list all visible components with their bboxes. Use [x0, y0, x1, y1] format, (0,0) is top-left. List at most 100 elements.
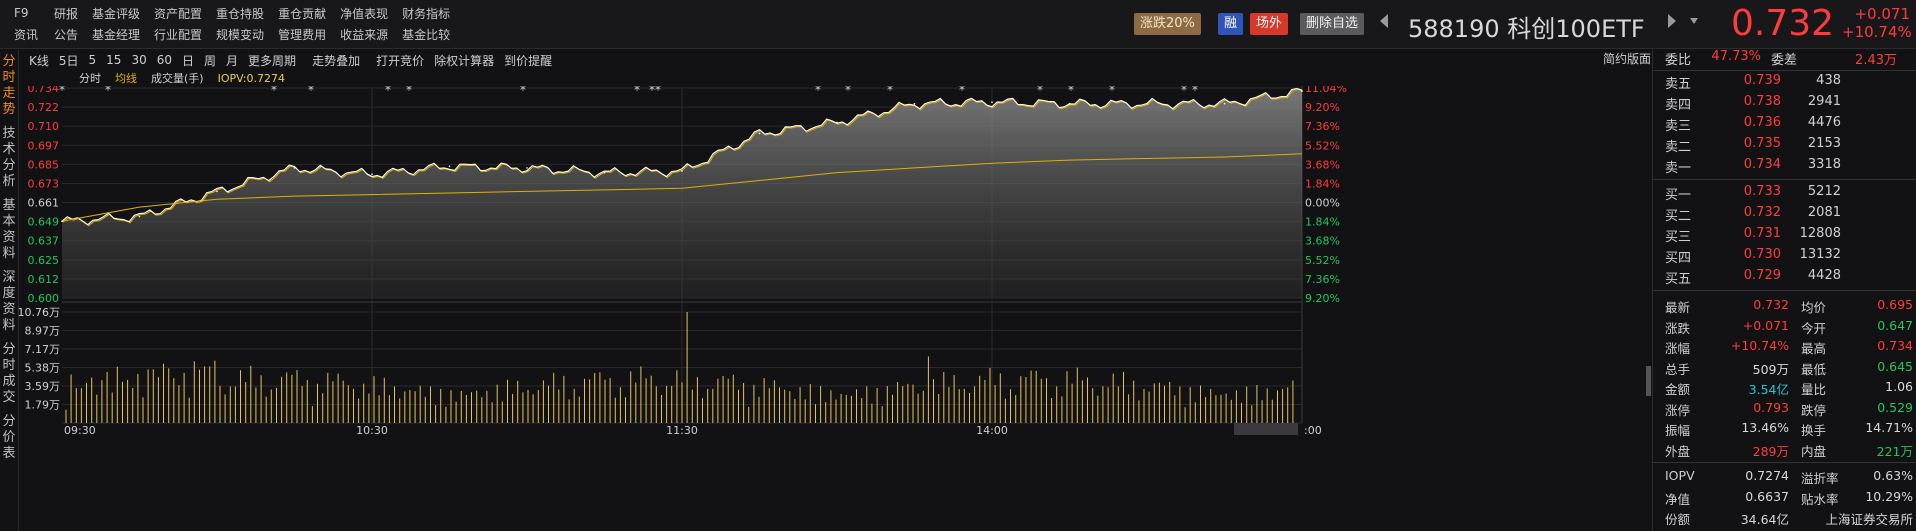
- nav-item-row1-7[interactable]: 财务指标: [402, 6, 451, 21]
- event-star-icon[interactable]: *: [520, 86, 526, 97]
- toolbar-item-3[interactable]: 15: [106, 53, 122, 67]
- nav-item-row2-2[interactable]: 基金经理: [92, 27, 141, 42]
- toolbar-item-6[interactable]: 日: [182, 53, 195, 68]
- time-scroll-thumb[interactable]: [1234, 423, 1298, 435]
- price-point: [913, 102, 916, 105]
- margin-badge[interactable]: 融: [1218, 13, 1244, 35]
- nav-item-row2-0[interactable]: 资讯: [14, 27, 39, 42]
- nav-item-row2-1[interactable]: 公告: [54, 27, 79, 42]
- offsite-badge[interactable]: 场外: [1250, 13, 1289, 35]
- event-star-icon[interactable]: *: [649, 86, 655, 97]
- bid-row: 买三 0.731 12808: [1661, 226, 1913, 247]
- price-tick-label: 0.637: [28, 235, 60, 248]
- nav-item-row1-0[interactable]: F9: [14, 6, 29, 20]
- toolbar-item-13[interactable]: 到价提醒: [504, 53, 553, 68]
- time-tick-label: 11:30: [666, 424, 698, 437]
- bid-price[interactable]: 0.732: [1743, 205, 1781, 220]
- nav-item-row1-3[interactable]: 资产配置: [154, 6, 203, 21]
- bid-price[interactable]: 0.730: [1743, 247, 1781, 262]
- volume-tick-label: 3.59万: [25, 380, 61, 393]
- nav-item-row2-3[interactable]: 行业配置: [154, 27, 203, 42]
- toolbar-item-11[interactable]: 打开竞价: [376, 53, 425, 68]
- bid-price[interactable]: 0.731: [1743, 226, 1781, 241]
- nav-item-row1-5[interactable]: 重仓贡献: [278, 6, 327, 21]
- toolbar-item-0[interactable]: K线: [29, 53, 49, 68]
- event-star-icon[interactable]: *: [59, 86, 65, 97]
- toolbar-item-7[interactable]: 周: [204, 53, 217, 68]
- toolbar-item-9[interactable]: 更多周期: [248, 53, 297, 68]
- bid-price[interactable]: 0.733: [1743, 184, 1781, 199]
- nav-row-2: 资讯 公告 基金经理 行业配置 规模变动 管理费用 收益来源 基金比较: [14, 24, 464, 44]
- left-tab-1[interactable]: 技术分析: [0, 126, 18, 190]
- left-tab-char: 技: [2, 126, 16, 141]
- left-tab-5[interactable]: 分价表: [0, 414, 18, 462]
- toolbar-item-5[interactable]: 60: [156, 53, 172, 67]
- bid-row: 买四 0.730 13132: [1661, 247, 1913, 268]
- left-tab-2[interactable]: 基本资料: [0, 198, 18, 262]
- event-star-icon[interactable]: *: [845, 86, 851, 97]
- event-star-icon[interactable]: *: [406, 86, 412, 97]
- event-star-icon[interactable]: *: [308, 86, 314, 97]
- panel-toggle-handle[interactable]: [1646, 366, 1651, 396]
- event-star-icon[interactable]: *: [1181, 86, 1187, 97]
- nav-item-row1-4[interactable]: 重仓持股: [216, 6, 265, 21]
- bid-row: 买二 0.732 2081: [1661, 205, 1913, 226]
- nav-item-row1-2[interactable]: 基金评级: [92, 6, 141, 21]
- ask-price[interactable]: 0.735: [1743, 136, 1781, 151]
- ask-row: 卖四 0.738 2941: [1661, 94, 1913, 115]
- left-tab-4[interactable]: 分时成交: [0, 342, 18, 406]
- nav-item-row2-5[interactable]: 管理费用: [278, 27, 327, 42]
- bid-label: 买一: [1665, 188, 1692, 203]
- event-star-icon[interactable]: *: [1068, 86, 1074, 97]
- event-star-icon[interactable]: *: [815, 86, 821, 97]
- limit-badge[interactable]: 涨跌20%: [1134, 13, 1201, 35]
- event-star-icon[interactable]: *: [385, 86, 391, 97]
- quote-value: 0.793: [1753, 399, 1789, 415]
- event-star-icon[interactable]: *: [655, 86, 661, 97]
- nav-item-row1-6[interactable]: 净值表现: [340, 6, 389, 21]
- prev-stock-icon[interactable]: [1380, 14, 1388, 28]
- price-point: [836, 121, 838, 124]
- event-star-icon[interactable]: *: [1109, 86, 1115, 97]
- weicha-value: 2.43万: [1855, 53, 1897, 68]
- quote-label: 量比: [1801, 382, 1827, 397]
- ask-price[interactable]: 0.739: [1743, 73, 1781, 88]
- quote-label: 总手: [1665, 361, 1691, 377]
- compact-layout-button[interactable]: 简约版面: [1602, 52, 1651, 66]
- quote-value: 289万: [1752, 443, 1789, 459]
- event-star-icon[interactable]: *: [271, 86, 277, 97]
- dropdown-icon[interactable]: [1690, 18, 1698, 24]
- event-star-icon[interactable]: *: [1037, 86, 1043, 97]
- nav-item-row2-6[interactable]: 收益来源: [340, 27, 389, 42]
- toolbar-item-12[interactable]: 除权计算器: [434, 53, 495, 68]
- toolbar-item-4[interactable]: 30: [131, 53, 147, 67]
- nav-item-row2-7[interactable]: 基金比较: [402, 27, 451, 42]
- event-star-icon[interactable]: *: [887, 86, 893, 97]
- quote-label: 最低: [1801, 361, 1827, 377]
- event-star-icon[interactable]: *: [1192, 86, 1198, 97]
- toolbar-item-2[interactable]: 5: [88, 53, 97, 67]
- event-star-icon[interactable]: *: [105, 86, 111, 97]
- remove-watchlist-button[interactable]: 删除自选: [1300, 13, 1365, 35]
- toolbar-item-8[interactable]: 月: [226, 53, 239, 68]
- price-tick-label: 0.685: [28, 158, 60, 171]
- left-tab-char: 交: [2, 390, 16, 405]
- nav-item-row1-1[interactable]: 研报: [54, 6, 79, 21]
- ask-row: 卖三 0.736 4476: [1661, 115, 1913, 136]
- left-tab-3[interactable]: 深度资料: [0, 270, 18, 334]
- weicha-label: 委差: [1771, 53, 1798, 68]
- event-star-icon[interactable]: *: [959, 86, 965, 97]
- next-stock-icon[interactable]: [1668, 14, 1676, 28]
- toolbar-item-1[interactable]: 5日: [58, 53, 79, 68]
- ask-price[interactable]: 0.734: [1743, 157, 1781, 172]
- ask-price[interactable]: 0.736: [1743, 115, 1781, 130]
- ask-price[interactable]: 0.738: [1743, 94, 1781, 109]
- left-tab-0[interactable]: 分时走势: [0, 54, 18, 118]
- event-star-icon[interactable]: *: [634, 86, 640, 97]
- toolbar-item-10[interactable]: 走势叠加: [312, 53, 361, 68]
- bid-price[interactable]: 0.729: [1743, 268, 1781, 283]
- nav-item-row2-4[interactable]: 规模变动: [216, 27, 265, 42]
- header-bar: F9 研报 基金评级 资产配置 重仓持股 重仓贡献 净值表现 财务指标 资讯 公告 基金经理 行业配…: [0, 0, 1916, 49]
- intraday-chart[interactable]: * * * * * * * * * * * * * * * * * * *0.7340.7220.7100.6970…: [0, 86, 1652, 531]
- price-tick-label: 0.625: [28, 254, 60, 267]
